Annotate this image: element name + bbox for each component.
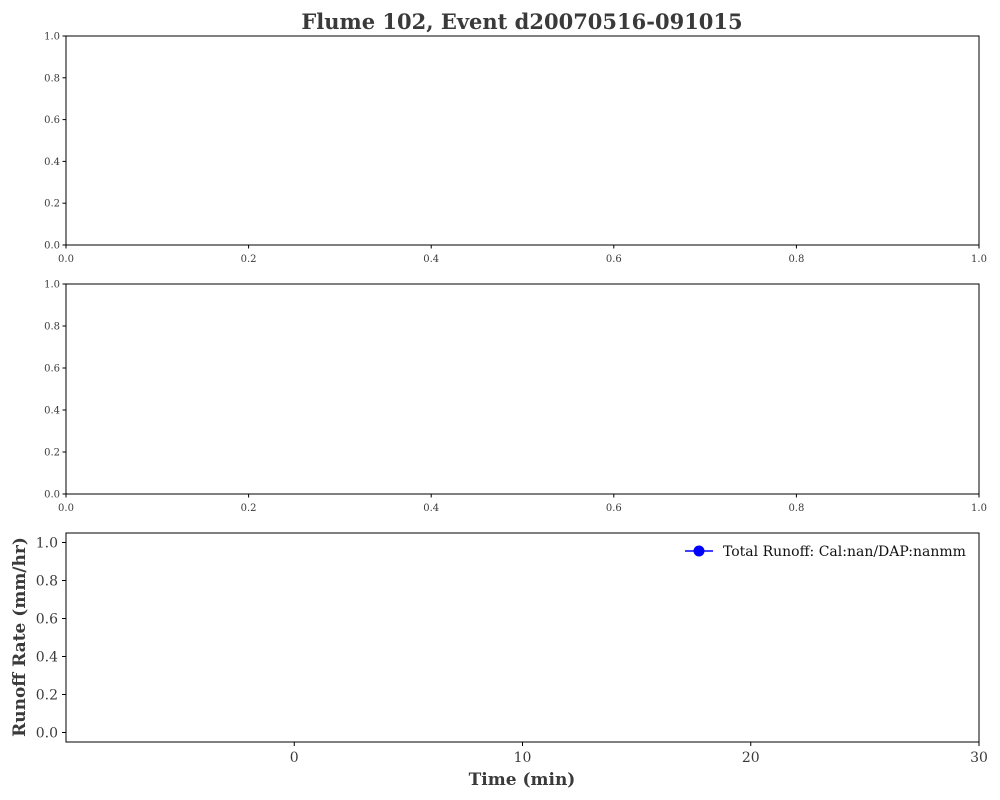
top-panel-y-tick-label: 0.4: [44, 157, 60, 168]
runoff-panel-y-tick-label: 0.0: [36, 726, 58, 742]
top-panel-x-tick-label: 0.6: [606, 254, 622, 265]
runoff-panel-y-tick-label: 1.0: [36, 536, 58, 552]
top-panel-y-tick-label: 0.2: [44, 199, 60, 210]
middle-panel-y-tick-label: 0.0: [44, 490, 60, 501]
runoff-panel-y-tick-label: 0.4: [36, 650, 58, 666]
middle-panel-x-axis: 0.0 0.2 0.4 0.6 0.8 1.0: [58, 494, 987, 514]
middle-panel-y-tick-label: 1.0: [44, 280, 60, 291]
figure-title: Flume 102, Event d20070516-091015: [301, 9, 742, 34]
runoff-panel-y-tick-label: 0.2: [36, 688, 58, 704]
middle-panel: 0.0 0.2 0.4 0.6 0.8 1.0 0.0 0.2 0.4 0.6 0.8 1.0: [44, 280, 987, 515]
runoff-panel-x-tick-label: 30: [970, 750, 988, 766]
middle-panel-y-tick-label: 0.8: [44, 322, 60, 333]
runoff-panel-x-axis: 0 10 20 30: [290, 742, 988, 766]
runoff-panel-y-axis: 0.0 0.2 0.4 0.6 0.8 1.0: [36, 536, 66, 742]
middle-panel-y-tick-label: 0.4: [44, 406, 60, 417]
top-panel-y-tick-label: 1.0: [44, 32, 60, 43]
top-panel-frame: [65, 35, 980, 246]
top-panel-x-tick-label: 0.8: [788, 254, 804, 265]
middle-panel-x-tick-label: 0.0: [58, 503, 74, 514]
middle-panel-frame: [65, 283, 980, 495]
runoff-panel-x-tick-label: 0: [290, 750, 299, 766]
top-panel-y-tick-label: 0.6: [44, 115, 60, 126]
middle-panel-x-tick-label: 0.8: [788, 503, 804, 514]
top-panel-x-axis: 0.0 0.2 0.4 0.6 0.8 1.0: [58, 245, 987, 265]
middle-panel-x-tick-label: 0.6: [606, 503, 622, 514]
top-panel-y-axis: 0.0 0.2 0.4 0.6 0.8 1.0: [44, 32, 66, 252]
top-panel-y-tick-label: 0.8: [44, 73, 60, 84]
runoff-panel-y-tick-label: 0.6: [36, 612, 58, 628]
middle-panel-x-tick-label: 0.4: [423, 503, 439, 514]
runoff-panel-x-tick-label: 20: [742, 750, 760, 766]
middle-panel-y-tick-label: 0.2: [44, 448, 60, 459]
middle-panel-y-tick-label: 0.6: [44, 364, 60, 375]
x-axis-label: Time (min): [469, 770, 576, 790]
legend-marker-icon: [693, 545, 705, 557]
runoff-panel-x-tick-label: 10: [514, 750, 532, 766]
middle-panel-x-tick-label: 0.2: [241, 503, 257, 514]
legend-label: Total Runoff: Cal:nan/DAP:nanmm: [723, 544, 966, 560]
y-axis-label: Runoff Rate (mm/hr): [10, 537, 30, 737]
top-panel-x-tick-label: 0.4: [423, 254, 439, 265]
top-panel-x-tick-label: 0.2: [241, 254, 257, 265]
runoff-panel-y-tick-label: 0.8: [36, 574, 58, 590]
top-panel-x-tick-label: 0.0: [58, 254, 74, 265]
middle-panel-y-axis: 0.0 0.2 0.4 0.6 0.8 1.0: [44, 280, 66, 501]
legend: Total Runoff: Cal:nan/DAP:nanmm: [685, 544, 966, 560]
middle-panel-x-tick-label: 1.0: [971, 503, 987, 514]
top-panel-y-tick-label: 0.0: [44, 241, 60, 252]
runoff-panel: 0.0 0.2 0.4 0.6 0.8 1.0 0 10 20 30 Total Runoff:…: [10, 532, 988, 790]
top-panel-x-tick-label: 1.0: [971, 254, 987, 265]
top-panel: 0.0 0.2 0.4 0.6 0.8 1.0 0.0 0.2 0.4 0.6 0.8 1.0: [44, 32, 987, 266]
